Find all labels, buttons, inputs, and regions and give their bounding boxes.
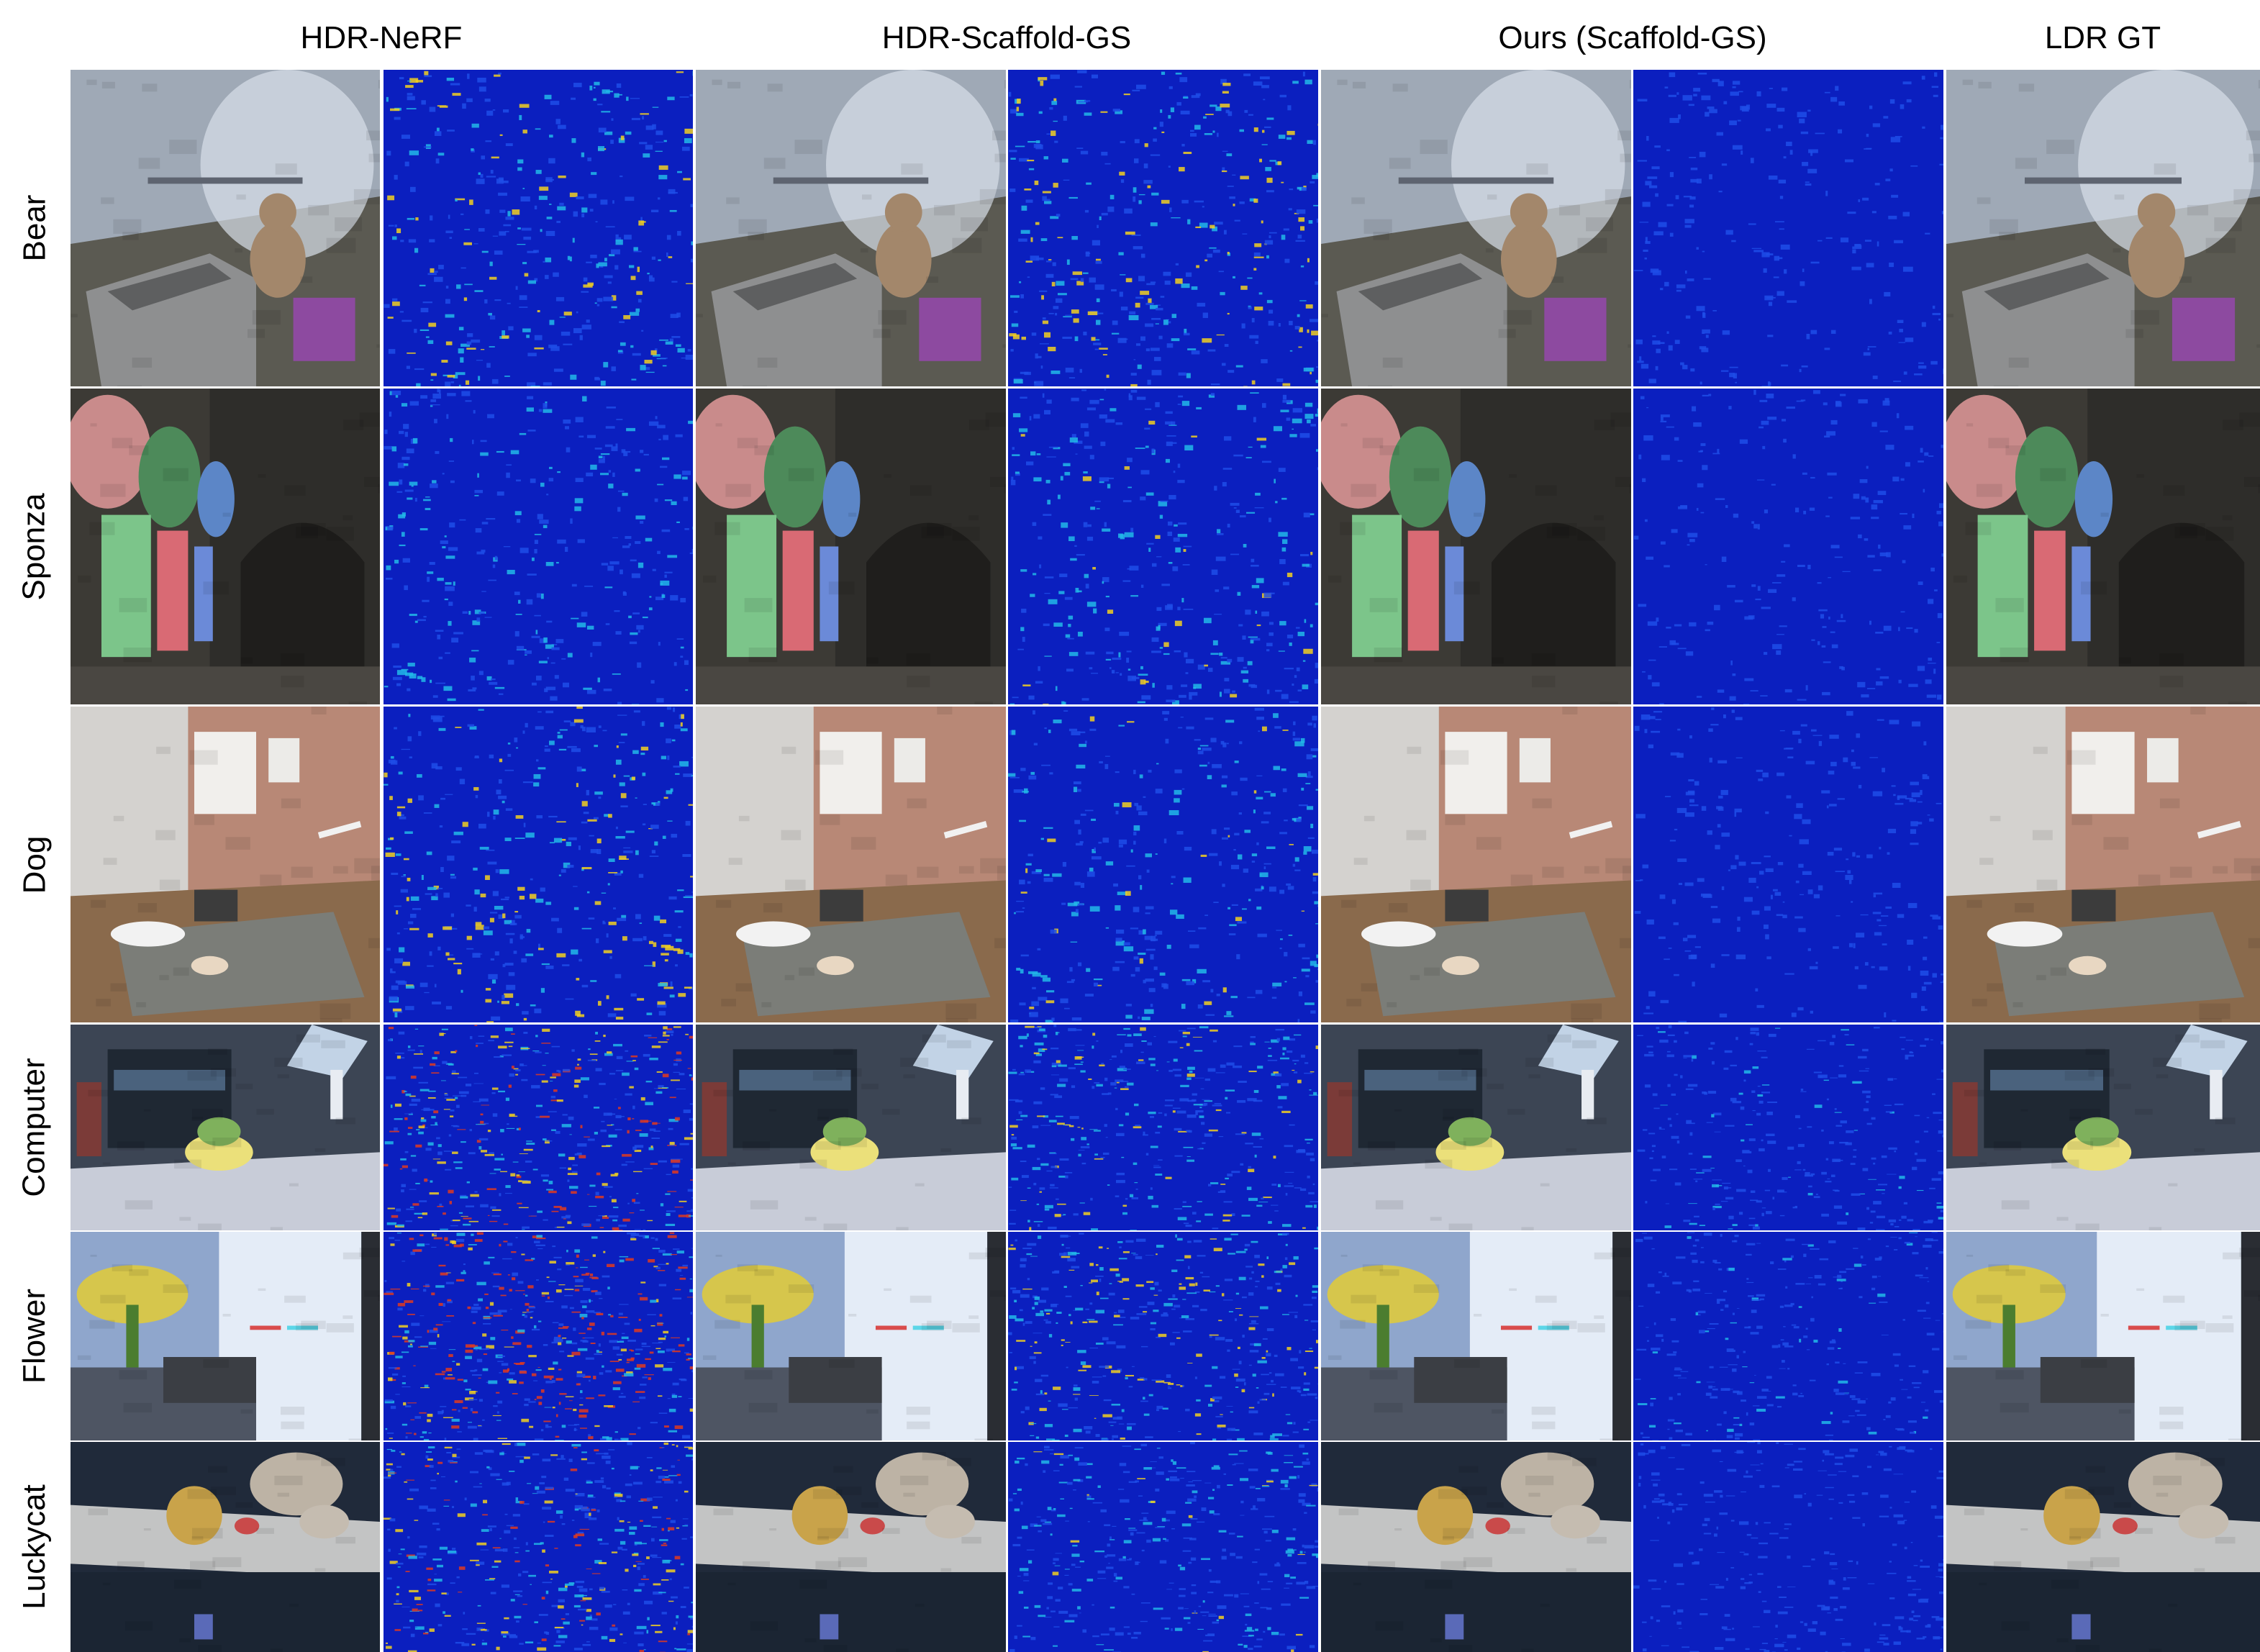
render-hdr-nerf-sponza (71, 389, 380, 704)
error-map-ours-sponza (1633, 389, 1943, 704)
row-label-dog: Dog (17, 835, 52, 894)
render-ours-flower (1321, 1232, 1631, 1440)
render-hdr-scaffold-gs-computer (696, 1025, 1006, 1230)
render-ldr-gt-bear (1946, 70, 2260, 386)
render-hdr-nerf-computer (71, 1025, 380, 1230)
column-header-ldr-gt: LDR GT (2044, 20, 2161, 55)
render-ours-sponza (1321, 389, 1631, 704)
error-map-ours-flower (1633, 1232, 1943, 1440)
column-header-hdr-nerf: HDR-NeRF (300, 20, 463, 55)
row-label-computer: Computer (17, 1058, 52, 1197)
render-ldr-gt-computer (1946, 1025, 2260, 1230)
render-hdr-scaffold-gs-bear (696, 70, 1006, 386)
error-map-hdr-nerf-dog (384, 707, 693, 1022)
render-ours-dog (1321, 707, 1631, 1022)
render-hdr-scaffold-gs-luckycat (696, 1442, 1006, 1652)
error-map-ours-bear (1633, 70, 1943, 386)
error-map-hdr-nerf-sponza (384, 389, 693, 704)
error-map-hdr-scaffold-gs-computer (1008, 1025, 1318, 1230)
render-hdr-scaffold-gs-dog (696, 707, 1006, 1022)
column-header-ours: Ours (Scaffold-GS) (1498, 20, 1767, 55)
render-ours-luckycat (1321, 1442, 1631, 1652)
error-map-hdr-scaffold-gs-bear (1008, 70, 1318, 386)
error-map-hdr-nerf-bear (384, 70, 693, 386)
column-header-hdr-scaffold-gs: HDR-Scaffold-GS (881, 20, 1132, 55)
render-hdr-nerf-luckycat (71, 1442, 380, 1652)
row-label-flower: Flower (17, 1288, 52, 1384)
row-label-luckycat: Luckycat (17, 1484, 53, 1610)
render-hdr-nerf-flower (71, 1232, 380, 1440)
error-map-hdr-nerf-computer (384, 1025, 693, 1230)
row-label-bear: Bear (16, 194, 52, 262)
error-map-hdr-scaffold-gs-sponza (1008, 389, 1318, 704)
error-map-ours-computer (1633, 1025, 1943, 1230)
error-map-hdr-scaffold-gs-dog (1008, 707, 1318, 1022)
error-map-ours-luckycat (1633, 1442, 1943, 1652)
render-ldr-gt-luckycat (1946, 1442, 2260, 1652)
error-map-ours-dog (1633, 707, 1943, 1022)
render-hdr-scaffold-gs-flower (696, 1232, 1006, 1440)
render-ldr-gt-sponza (1946, 389, 2260, 704)
error-map-hdr-nerf-luckycat (384, 1442, 693, 1652)
error-map-hdr-scaffold-gs-luckycat (1008, 1442, 1318, 1652)
row-label-sponza: Sponza (17, 492, 53, 601)
error-map-hdr-nerf-flower (384, 1232, 693, 1440)
render-ldr-gt-flower (1946, 1232, 2260, 1440)
render-ours-bear (1321, 70, 1631, 386)
render-hdr-nerf-bear (71, 70, 380, 386)
render-hdr-nerf-dog (71, 707, 380, 1022)
render-ldr-gt-dog (1946, 707, 2260, 1022)
error-map-hdr-scaffold-gs-flower (1008, 1232, 1318, 1440)
render-hdr-scaffold-gs-sponza (696, 389, 1006, 704)
render-ours-computer (1321, 1025, 1631, 1230)
